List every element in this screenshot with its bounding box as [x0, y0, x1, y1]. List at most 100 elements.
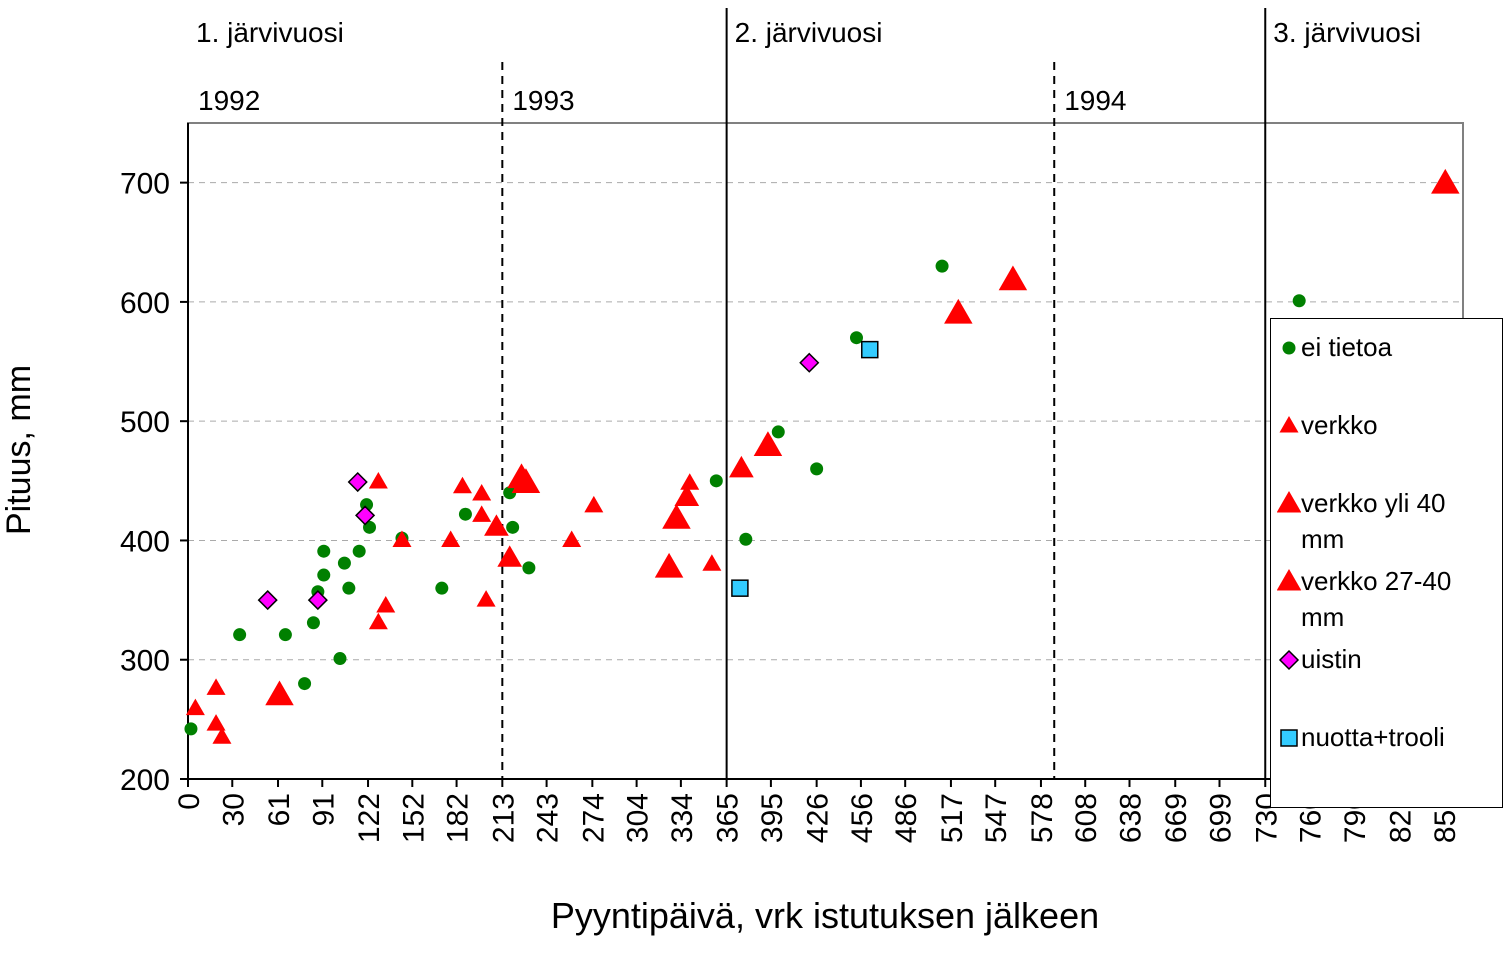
- legend-label: verkko: [1301, 410, 1378, 440]
- point: [185, 698, 205, 716]
- x-tick-label: 547: [980, 793, 1013, 843]
- x-tick-label: 91: [307, 793, 340, 826]
- legend-item: nuotta+trooli: [1277, 719, 1496, 797]
- point: [944, 298, 973, 324]
- point: [317, 544, 331, 558]
- x-tick-label: 669: [1160, 793, 1193, 843]
- legend-item: verkko: [1277, 407, 1496, 485]
- point: [392, 530, 412, 547]
- point: [472, 505, 492, 522]
- legend-swatch: [1277, 491, 1301, 513]
- y-axis-title: Pituus, mm: [0, 365, 38, 535]
- x-tick-label: 274: [577, 793, 610, 843]
- legend-item: verkko 27-40 mm: [1277, 563, 1496, 641]
- legend-marker: [1277, 491, 1301, 513]
- point: [206, 714, 226, 731]
- legend-label: verkko yli 40 mm: [1301, 488, 1446, 554]
- point: [184, 722, 198, 736]
- legend-item: uistin: [1277, 641, 1496, 719]
- year-label: 1992: [198, 85, 260, 116]
- point: [333, 652, 347, 666]
- point: [654, 552, 684, 578]
- legend-label: verkko 27-40 mm: [1301, 566, 1452, 632]
- point: [476, 590, 496, 607]
- point: [435, 581, 449, 595]
- x-tick-label: 365: [712, 793, 745, 843]
- legend: ei tietoa verkko verkko yli 40 mm verkko 27…: [1270, 318, 1503, 808]
- x-tick-label: 243: [532, 793, 565, 843]
- point: [212, 727, 232, 744]
- point: [849, 331, 863, 345]
- point: [935, 259, 949, 273]
- year-label: 1994: [1064, 85, 1126, 116]
- y-tick-label: 700: [120, 168, 170, 201]
- point: [355, 505, 376, 526]
- x-tick-label: 395: [756, 793, 789, 843]
- legend-swatch: [1278, 649, 1300, 671]
- period-label: 3. järvivuosi: [1273, 17, 1421, 48]
- point: [662, 503, 691, 529]
- point: [298, 677, 312, 691]
- point: [484, 514, 509, 536]
- x-tick-label: 304: [622, 793, 655, 843]
- legend-marker: [1280, 729, 1298, 747]
- legend-item: ei tietoa: [1277, 329, 1496, 407]
- x-tick-label: 182: [442, 793, 475, 843]
- point: [702, 554, 722, 571]
- period-label: 1. järvivuosi: [196, 17, 344, 48]
- point: [257, 590, 278, 611]
- point: [731, 579, 749, 597]
- point: [562, 530, 582, 547]
- x-tick-label: 334: [666, 793, 699, 843]
- legend-label: uistin: [1301, 644, 1362, 674]
- point: [511, 468, 541, 493]
- x-tick-label: 213: [487, 793, 520, 843]
- point: [233, 628, 247, 642]
- x-tick-label: 152: [397, 793, 430, 843]
- point: [317, 568, 331, 582]
- legend-marker: [1282, 341, 1296, 355]
- period-label: 2. järvivuosi: [735, 17, 883, 48]
- x-axis-title: Pyyntipäivä, vrk istutuksen jälkeen: [551, 895, 1099, 936]
- point: [306, 616, 320, 630]
- legend-item: verkko yli 40 mm: [1277, 485, 1496, 563]
- point: [265, 680, 294, 706]
- legend-swatch: [1277, 569, 1301, 591]
- point: [307, 590, 328, 611]
- point: [472, 483, 492, 501]
- point: [522, 561, 536, 575]
- point: [368, 472, 388, 489]
- x-tick-label: 61: [263, 793, 296, 826]
- x-tick-label: 486: [890, 793, 923, 843]
- point: [278, 628, 292, 642]
- legend-marker: [1278, 649, 1300, 671]
- y-tick-label: 500: [120, 406, 170, 439]
- legend-swatch: [1279, 416, 1299, 433]
- point: [1292, 294, 1306, 308]
- point: [458, 507, 472, 521]
- point: [368, 612, 388, 630]
- x-tick-label: 578: [1026, 793, 1059, 843]
- y-tick-label: 200: [120, 764, 170, 797]
- point: [998, 265, 1028, 291]
- x-tick-label: 699: [1205, 793, 1238, 843]
- x-tick-label: 456: [846, 793, 879, 843]
- point: [709, 474, 723, 488]
- point: [680, 473, 700, 490]
- legend-label: nuotta+trooli: [1301, 722, 1445, 752]
- x-tick-label: 122: [353, 793, 386, 843]
- point: [497, 545, 523, 567]
- x-tick-label: 608: [1070, 793, 1103, 843]
- legend-swatch: [1280, 729, 1298, 747]
- point: [337, 556, 351, 570]
- x-tick-label: 638: [1114, 793, 1147, 843]
- point: [347, 471, 368, 493]
- point: [452, 476, 472, 494]
- point: [376, 596, 396, 613]
- point: [799, 352, 820, 373]
- x-tick-label: 426: [802, 793, 835, 843]
- point: [771, 425, 785, 439]
- point: [584, 495, 604, 513]
- point: [1431, 168, 1460, 194]
